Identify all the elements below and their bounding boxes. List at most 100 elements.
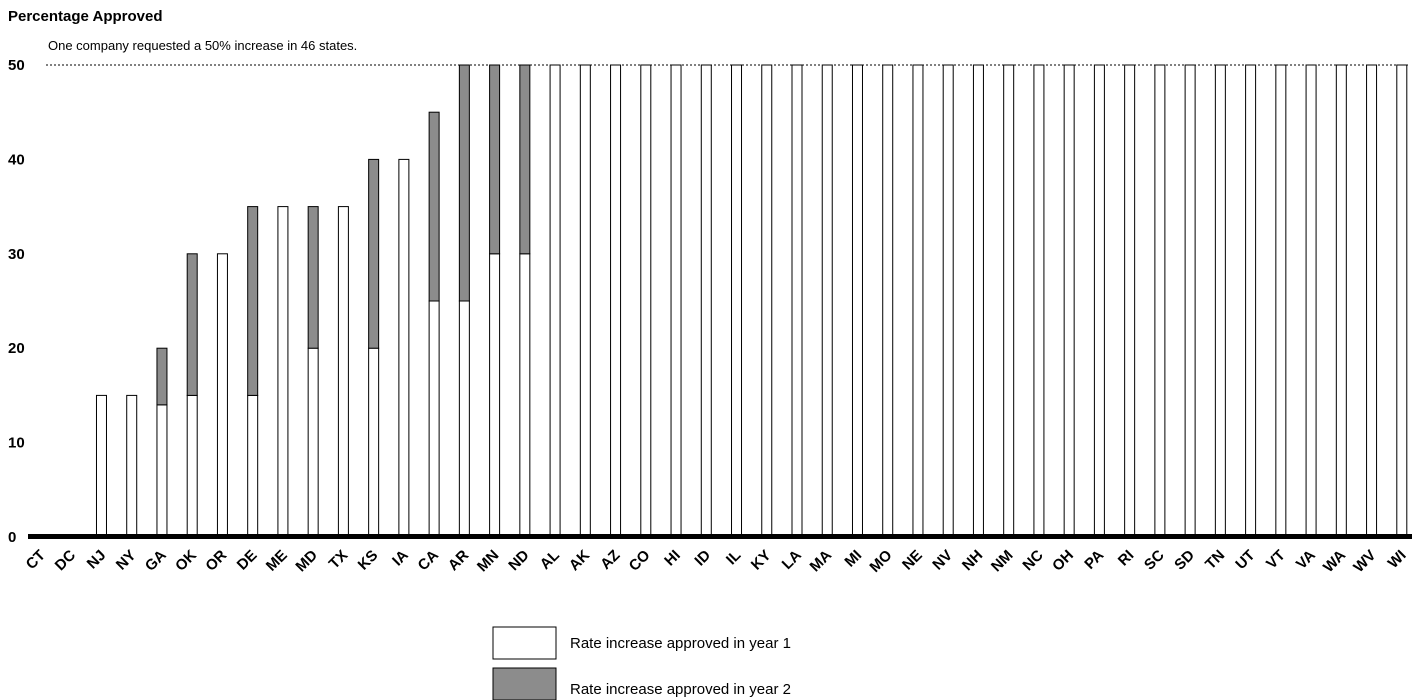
bar-year-1-co <box>640 64 652 538</box>
x-tick-label-nv: NV <box>929 547 956 574</box>
x-tick-label-ca: CA <box>415 547 442 574</box>
x-tick-label-oh: OH <box>1049 547 1077 575</box>
x-tick-label-ks: KS <box>355 547 382 574</box>
x-tick-label-nc: NC <box>1019 547 1046 574</box>
x-tick-label-sd: SD <box>1171 547 1198 574</box>
bar-year-1-ga <box>156 404 168 538</box>
bar-year-2-de <box>247 206 259 396</box>
bar-year-1-ar <box>458 300 470 538</box>
bar-year-1-ca <box>428 300 440 538</box>
bar-year-1-nm <box>1003 64 1015 538</box>
x-tick-label-ut: UT <box>1232 547 1258 573</box>
x-tick-label-ak: AK <box>566 547 593 574</box>
x-tick-label-co: CO <box>626 547 654 575</box>
x-tick-label-tn: TN <box>1202 547 1228 573</box>
bars <box>95 64 1408 538</box>
chart-annotation: One company requested a 50% increase in … <box>48 38 357 53</box>
x-tick-label-il: IL <box>723 547 744 568</box>
bar-year-1-nd <box>519 253 531 538</box>
bar-year-1-ks <box>368 347 380 538</box>
x-tick-label-me: ME <box>263 547 291 575</box>
bar-year-1-ny <box>126 394 138 538</box>
bar-year-1-wi <box>1396 64 1408 538</box>
x-tick-label-pa: PA <box>1081 547 1107 573</box>
y-tick-label: 0 <box>8 529 16 546</box>
bar-year-2-mn <box>489 64 501 255</box>
x-tick-label-mn: MN <box>474 547 503 576</box>
x-tick-label-nd: ND <box>505 547 532 574</box>
bar-year-1-la <box>791 64 803 538</box>
y-tick-label: 20 <box>8 340 25 357</box>
legend-swatch-year-2 <box>492 667 557 700</box>
x-axis-baseline <box>28 534 1412 539</box>
x-tick-label-al: AL <box>537 547 563 573</box>
x-tick-label-ct: CT <box>23 547 49 573</box>
x-tick-label-tx: TX <box>326 547 352 573</box>
x-tick-label-sc: SC <box>1141 547 1168 574</box>
x-tick-label-md: MD <box>292 547 321 576</box>
bar-year-1-al <box>549 64 561 538</box>
x-tick-label-ar: AR <box>445 547 472 574</box>
legend: Rate increase approved in year 1 Rate in… <box>492 626 791 700</box>
bar-year-1-or <box>216 253 228 538</box>
bar-year-1-ia <box>398 158 410 538</box>
bar-year-2-ca <box>428 111 440 302</box>
bar-year-1-az <box>610 64 622 538</box>
bar-year-1-de <box>247 394 259 538</box>
x-tick-label-nm: NM <box>988 547 1017 576</box>
bar-year-1-ri <box>1124 64 1136 538</box>
bar-year-1-id <box>700 64 712 538</box>
bar-year-1-me <box>277 206 289 538</box>
x-tick-label-wa: WA <box>1320 547 1349 576</box>
bar-year-1-md <box>307 347 319 538</box>
x-tick-label-vt: VT <box>1263 547 1289 573</box>
y-axis-ticks: 0 10 20 30 40 50 <box>8 57 25 546</box>
bar-year-1-tn <box>1214 64 1226 538</box>
y-tick-label: 30 <box>8 246 25 263</box>
x-tick-label-wi: WI <box>1385 547 1410 572</box>
bar-year-1-tx <box>337 206 349 538</box>
bar-year-2-ks <box>368 158 380 349</box>
x-tick-label-ri: RI <box>1115 547 1138 570</box>
bar-year-1-ut <box>1245 64 1257 538</box>
bar-year-1-nj <box>95 394 107 538</box>
x-tick-label-ny: NY <box>113 547 140 574</box>
bar-year-1-nv <box>942 64 954 538</box>
x-tick-label-nj: NJ <box>84 547 110 573</box>
bar-year-1-nh <box>972 64 984 538</box>
y-tick-label: 50 <box>8 57 25 74</box>
bar-year-1-va <box>1305 64 1317 538</box>
bar-year-1-ok <box>186 394 198 538</box>
bar-year-1-vt <box>1275 64 1287 538</box>
bar-year-1-hi <box>670 64 682 538</box>
bar-year-2-md <box>307 206 319 349</box>
x-tick-label-wv: WV <box>1350 547 1379 576</box>
bar-year-1-mn <box>489 253 501 538</box>
x-tick-label-ok: OK <box>172 547 200 575</box>
x-tick-label-ia: IA <box>389 547 412 570</box>
x-tick-label-ma: MA <box>807 547 836 576</box>
bar-year-1-wv <box>1366 64 1378 538</box>
y-axis-title: Percentage Approved <box>8 8 163 25</box>
bar-year-1-oh <box>1063 64 1075 538</box>
bar-year-1-mi <box>851 64 863 538</box>
x-tick-label-az: AZ <box>597 547 623 573</box>
bar-year-1-pa <box>1093 64 1105 538</box>
x-tick-label-id: ID <box>691 547 714 570</box>
x-tick-label-ky: KY <box>748 547 775 574</box>
bar-year-2-ar <box>458 64 470 302</box>
bar-year-1-ma <box>821 64 833 538</box>
x-tick-label-de: DE <box>234 547 261 574</box>
legend-label-year-1: Rate increase approved in year 1 <box>570 635 791 652</box>
bar-year-2-ok <box>186 253 198 396</box>
x-tick-label-mo: MO <box>866 547 895 576</box>
x-tick-label-ga: GA <box>142 547 170 575</box>
bar-year-1-ak <box>579 64 591 538</box>
x-tick-label-ne: NE <box>899 547 926 574</box>
bar-year-1-sc <box>1154 64 1166 538</box>
legend-label-year-2: Rate increase approved in year 2 <box>570 681 791 698</box>
x-tick-label-va: VA <box>1293 547 1319 573</box>
x-tick-label-or: OR <box>202 547 230 575</box>
bar-year-1-mo <box>882 64 894 538</box>
